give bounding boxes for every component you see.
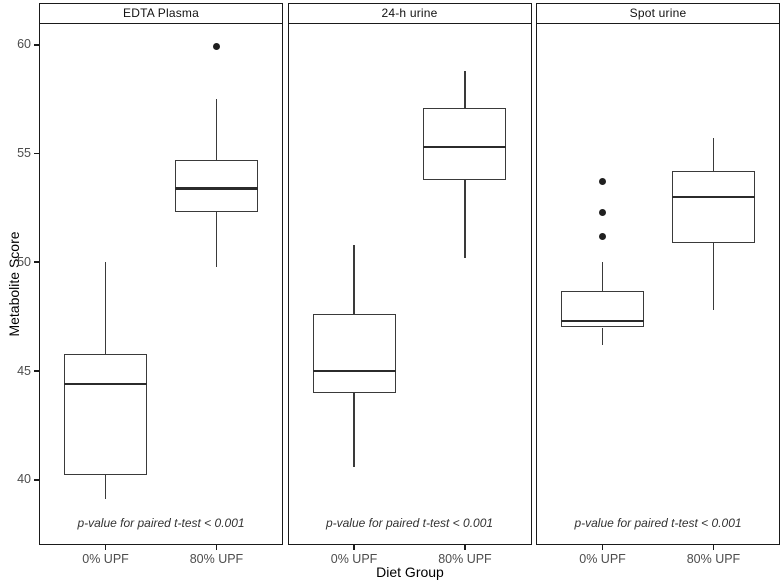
x-tick-mark (104, 545, 107, 550)
y-tick-label: 55 (17, 146, 31, 160)
facet-strip: Spot urine (536, 3, 780, 24)
y-tick-label: 50 (17, 254, 31, 269)
box-iqr (312, 314, 396, 393)
y-tick-label: 60 (17, 37, 31, 52)
panel (536, 23, 780, 545)
x-tick-label: 80% UPF (438, 552, 492, 566)
strip-label: EDTA Plasma (123, 6, 199, 21)
upper-whisker (712, 138, 715, 171)
median-line (64, 382, 148, 386)
x-tick-mark (601, 545, 604, 550)
x-tick-label: 0% UPF (579, 552, 626, 566)
y-tick-mark (34, 478, 39, 481)
x-tick-label: 0% UPF (330, 552, 378, 566)
y-tick-mark (34, 43, 39, 46)
lower-whisker (601, 327, 604, 345)
upper-whisker (464, 70, 466, 108)
facet-strip: 24-h urine (287, 3, 532, 24)
upper-whisker (353, 244, 355, 315)
median-line (312, 369, 396, 373)
lower-whisker (104, 475, 107, 500)
upper-whisker (215, 99, 218, 161)
lower-whisker (353, 392, 355, 467)
box-iqr (423, 107, 507, 180)
lower-whisker (464, 179, 466, 258)
upper-whisker (104, 262, 107, 354)
pvalue-annotation: p-value for paired t-test < 0.001 (77, 516, 245, 531)
y-axis-title: Metabolite Score (6, 231, 22, 337)
x-tick-label: 0% UPF (82, 552, 129, 566)
facet-strip: EDTA Plasma (39, 3, 283, 24)
x-tick-mark (464, 545, 466, 550)
box-iqr (64, 353, 148, 476)
y-tick-label: 40 (17, 472, 31, 487)
y-tick-mark (34, 152, 39, 155)
strip-label: 24-h urine (381, 6, 438, 21)
lower-whisker (712, 242, 715, 311)
pvalue-annotation: p-value for paired t-test < 0.001 (574, 516, 742, 531)
median-line (174, 186, 258, 190)
outlier-point (212, 43, 220, 51)
x-tick-mark (215, 545, 218, 550)
upper-whisker (601, 262, 604, 291)
y-tick-mark (34, 261, 39, 264)
outlier-point (599, 178, 607, 186)
pvalue-annotation: p-value for paired t-test < 0.001 (325, 516, 494, 531)
x-tick-label: 80% UPF (686, 552, 741, 566)
median-line (671, 195, 755, 199)
panel (287, 23, 532, 545)
y-tick-label: 45 (17, 363, 31, 378)
x-tick-mark (712, 545, 715, 550)
x-axis-title: Diet Group (376, 564, 444, 580)
x-tick-label: 80% UPF (189, 552, 244, 566)
median-line (423, 145, 507, 149)
box-iqr (174, 160, 258, 213)
median-line (561, 319, 645, 323)
outlier-point (599, 208, 607, 216)
box-iqr (671, 170, 755, 243)
y-tick-mark (34, 370, 39, 372)
outlier-point (599, 232, 607, 240)
x-tick-mark (353, 545, 355, 550)
strip-label: Spot urine (629, 6, 687, 21)
lower-whisker (215, 212, 218, 267)
